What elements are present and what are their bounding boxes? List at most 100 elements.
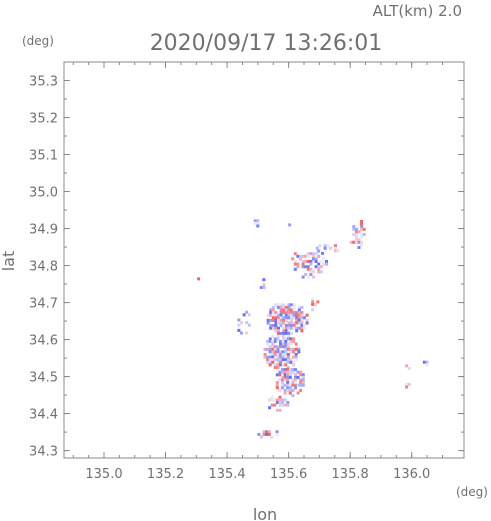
radar-cell bbox=[286, 373, 290, 377]
radar-cell bbox=[300, 318, 304, 322]
radar-cell bbox=[269, 308, 273, 312]
radar-cell bbox=[360, 243, 364, 247]
radar-cell bbox=[292, 303, 296, 307]
radar-cell bbox=[284, 353, 288, 356]
radar-cell bbox=[284, 313, 288, 317]
radar-cell bbox=[297, 313, 301, 317]
radar-cell bbox=[269, 311, 273, 315]
radar-cell bbox=[286, 342, 290, 346]
radar-cell bbox=[296, 375, 300, 379]
radar-cell bbox=[276, 360, 280, 364]
radar-cell bbox=[304, 254, 308, 258]
radar-cell bbox=[303, 326, 306, 330]
radar-cell bbox=[289, 337, 293, 341]
radar-cell bbox=[317, 262, 321, 266]
radar-cell bbox=[299, 373, 303, 377]
radar-cell bbox=[360, 222, 364, 226]
radar-cell bbox=[317, 265, 321, 269]
radar-cell bbox=[297, 350, 301, 354]
x-tick-label: 135.2 bbox=[147, 467, 184, 482]
radar-cell bbox=[271, 324, 275, 328]
radar-cell bbox=[297, 305, 301, 309]
radar-cell bbox=[281, 370, 284, 374]
radar-cell bbox=[301, 381, 305, 385]
radar-cell bbox=[297, 308, 301, 312]
radar-cell bbox=[271, 347, 275, 351]
radar-cell bbox=[281, 398, 285, 402]
radar-cell bbox=[309, 252, 313, 256]
radar-cell bbox=[286, 388, 290, 392]
y-tick-label: 35.2 bbox=[29, 112, 58, 127]
radar-cell bbox=[295, 318, 299, 322]
radar-cell bbox=[275, 432, 279, 436]
radar-cell bbox=[281, 337, 285, 341]
radar-cell bbox=[271, 340, 275, 343]
radar-cell bbox=[265, 430, 269, 434]
radar-cell bbox=[312, 275, 315, 279]
radar-cell bbox=[277, 321, 280, 325]
radar-cell bbox=[322, 262, 326, 266]
radar-cell bbox=[266, 358, 270, 362]
x-tick-label: 135.8 bbox=[332, 467, 369, 482]
radar-cell bbox=[288, 223, 292, 227]
radar-cell bbox=[268, 355, 272, 359]
radar-cell bbox=[306, 275, 310, 279]
radar-cell bbox=[300, 324, 304, 328]
radar-cell bbox=[283, 391, 287, 395]
radar-cell bbox=[312, 252, 315, 256]
radar-cell bbox=[284, 326, 288, 330]
radar-cell bbox=[266, 360, 270, 364]
radar-cell bbox=[263, 353, 267, 356]
radar-cell bbox=[266, 318, 270, 322]
radar-cell bbox=[299, 370, 303, 374]
radar-cell bbox=[294, 383, 297, 387]
radar-cell bbox=[245, 331, 249, 335]
radar-cell bbox=[283, 383, 287, 387]
radar-cell bbox=[282, 329, 286, 333]
radar-cell bbox=[262, 286, 266, 289]
radar-cell bbox=[360, 235, 364, 239]
radar-cell bbox=[289, 340, 293, 343]
radar-cell bbox=[290, 316, 293, 320]
radar-cell bbox=[279, 324, 283, 328]
radar-cell bbox=[284, 345, 288, 349]
y-unit-label: (deg) bbox=[22, 34, 54, 48]
radar-cell bbox=[286, 347, 290, 351]
radar-cell bbox=[281, 350, 285, 354]
radar-cell bbox=[283, 370, 287, 374]
radar-cell bbox=[275, 381, 279, 385]
radar-cell bbox=[360, 225, 364, 229]
radar-cell bbox=[281, 363, 285, 367]
radar-cell bbox=[292, 305, 296, 309]
radar-cell bbox=[303, 324, 306, 328]
radar-cell bbox=[296, 391, 300, 395]
radar-cell bbox=[281, 368, 284, 372]
radar-cell bbox=[294, 355, 298, 359]
radar-cell bbox=[288, 391, 292, 395]
radar-cell bbox=[323, 244, 327, 248]
radar-cell bbox=[292, 316, 296, 320]
radar-cell bbox=[286, 353, 290, 356]
radar-cell bbox=[303, 316, 306, 320]
radar-cell bbox=[295, 311, 299, 315]
radar-cell bbox=[271, 326, 275, 330]
radar-cell bbox=[300, 329, 304, 333]
radar-cell bbox=[273, 363, 277, 367]
radar-cell bbox=[271, 313, 275, 317]
radar-cell bbox=[283, 375, 287, 379]
radar-cell bbox=[278, 378, 282, 382]
radar-cell bbox=[273, 340, 277, 343]
radar-cell bbox=[306, 252, 310, 256]
radar-cell bbox=[282, 311, 286, 315]
radar-cell bbox=[281, 378, 284, 382]
radar-cell bbox=[293, 262, 297, 266]
radar-cell bbox=[287, 305, 291, 309]
radar-cell bbox=[291, 257, 295, 261]
radar-cell bbox=[268, 337, 272, 341]
radar-cell bbox=[276, 366, 280, 369]
radar-cell bbox=[271, 342, 275, 346]
radar-cell bbox=[292, 347, 296, 351]
radar-cell bbox=[354, 240, 358, 244]
radar-cell bbox=[242, 313, 246, 317]
